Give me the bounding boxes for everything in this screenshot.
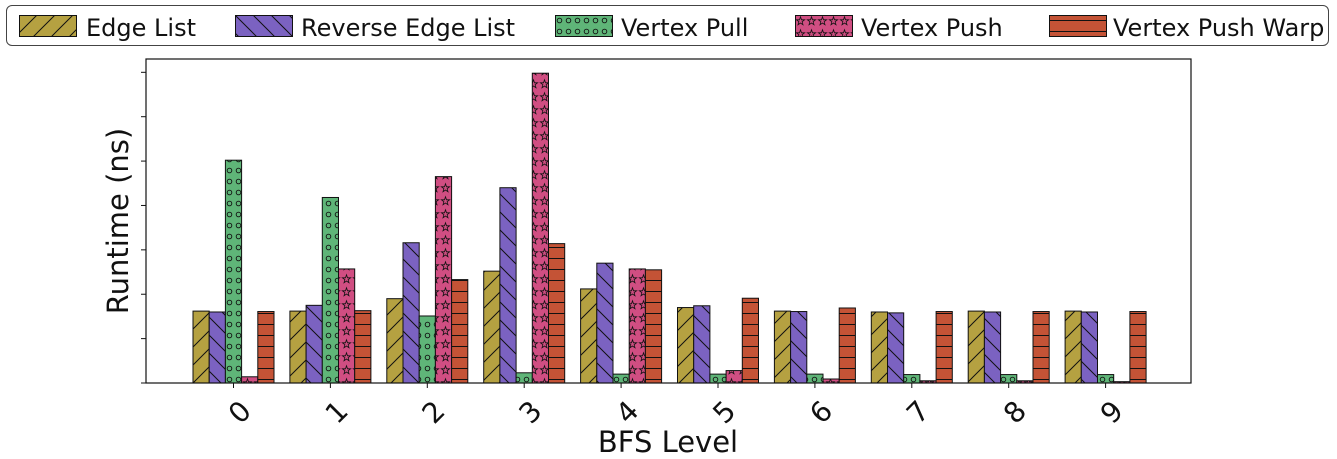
- bar-reverse-edge-list-level-6: [790, 311, 808, 384]
- x-axis-title: BFS Level: [598, 425, 738, 459]
- legend-label: Vertex Push: [861, 14, 1003, 42]
- bar-vertex-push-warp-level-1: [354, 310, 372, 384]
- x-tick-label: 8: [997, 394, 1033, 430]
- x-tick-label: 0: [222, 394, 258, 430]
- bar-edge-list-level-3: [483, 270, 501, 384]
- bar-reverse-edge-list-level-7: [887, 312, 905, 384]
- bar-edge-list-level-6: [773, 310, 792, 384]
- bar-vertex-pull-level-2: [418, 315, 436, 384]
- x-tick-label: 3: [513, 394, 549, 430]
- y-ticks: [141, 71, 146, 384]
- bar-edge-list-level-5: [677, 307, 695, 384]
- bar-vertex-push-level-1: [338, 268, 356, 384]
- bar-vertex-push-warp-level-9: [1129, 311, 1147, 384]
- bar-reverse-edge-list-level-3: [499, 187, 517, 384]
- bar-vertex-pull-level-9: [1097, 374, 1115, 384]
- bar-edge-list-level-1: [289, 310, 307, 384]
- bar-vertex-push-warp-level-5: [741, 297, 759, 384]
- bar-vertex-pull-level-0: [224, 159, 243, 384]
- bar-edge-list-level-2: [386, 298, 404, 384]
- legend-label: Edge List: [86, 14, 196, 42]
- bar-reverse-edge-list-level-8: [983, 311, 1002, 384]
- bar-vertex-push-level-0: [241, 376, 259, 384]
- bar-vertex-push-warp-level-3: [548, 243, 566, 384]
- bar-vertex-pull-level-8: [1000, 374, 1018, 384]
- bar-reverse-edge-list-level-9: [1080, 311, 1099, 384]
- bar-vertex-push-warp-level-0: [257, 311, 275, 384]
- legend-swatch: [235, 15, 293, 37]
- legend-label: Vertex Pull: [621, 14, 749, 42]
- x-tick-label: 1: [319, 394, 355, 430]
- bar-vertex-pull-level-6: [806, 373, 824, 384]
- bar-edge-list-level-0: [192, 310, 210, 384]
- bar-reverse-edge-list-level-4: [596, 262, 614, 384]
- plot-frame: [145, 58, 1192, 384]
- chart-legend: Edge List Reverse Edge List Vertex Pull Ver…: [6, 5, 1329, 46]
- bar-reverse-edge-list-level-0: [208, 311, 226, 384]
- bars-layer: [192, 72, 1147, 384]
- x-tick-label: 6: [803, 394, 839, 430]
- bar-vertex-pull-level-7: [903, 374, 921, 384]
- legend-swatch: [795, 15, 853, 37]
- bar-vertex-push-warp-level-2: [451, 279, 469, 384]
- bar-edge-list-level-9: [1064, 310, 1082, 384]
- legend-label: Reverse Edge List: [301, 14, 516, 42]
- y-axis-title: Runtime (ns): [101, 128, 135, 314]
- bar-vertex-push-warp-level-8: [1032, 311, 1050, 384]
- bar-reverse-edge-list-level-1: [305, 304, 323, 384]
- bar-vertex-pull-level-4: [612, 373, 630, 384]
- bar-reverse-edge-list-level-5: [693, 305, 711, 384]
- bar-vertex-push-warp-level-7: [935, 311, 953, 384]
- bar-edge-list-level-4: [580, 288, 598, 384]
- bar-vertex-push-level-5: [725, 370, 743, 384]
- bar-vertex-pull-level-3: [515, 372, 533, 384]
- x-tick-label: 2: [416, 394, 452, 430]
- bar-vertex-pull-level-1: [321, 196, 339, 384]
- bar-reverse-edge-list-level-2: [402, 242, 420, 384]
- bar-edge-list-level-8: [967, 310, 985, 384]
- legend-swatch: [19, 15, 77, 37]
- legend-swatch: [555, 15, 613, 37]
- legend-label: Vertex Push Warp: [1113, 14, 1325, 42]
- x-tick-label: 7: [900, 394, 936, 430]
- legend-swatch: [1049, 15, 1107, 37]
- bar-vertex-push-warp-level-6: [838, 307, 856, 384]
- bar-vertex-pull-level-5: [709, 373, 727, 384]
- bar-edge-list-level-7: [870, 311, 888, 384]
- bar-vertex-push-level-2: [434, 176, 453, 384]
- bar-vertex-push-warp-level-4: [644, 269, 663, 384]
- bar-vertex-push-level-3: [531, 72, 549, 384]
- bar-vertex-push-level-4: [628, 268, 646, 384]
- x-tick-label: 9: [1094, 394, 1130, 430]
